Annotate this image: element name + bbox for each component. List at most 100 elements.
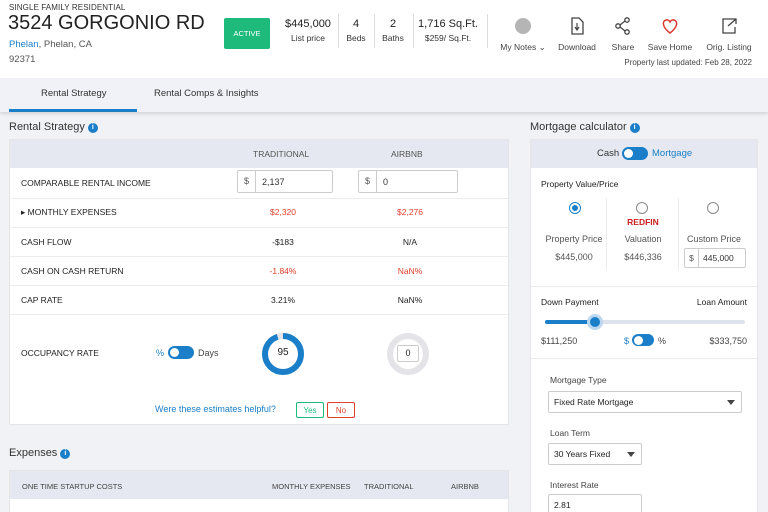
chevron-down-icon: ⌄ xyxy=(538,42,546,52)
airbnb-occupancy-input[interactable]: 0 xyxy=(397,345,419,362)
property-city: Phelan, Phelan, CA xyxy=(9,39,92,50)
my-notes-button[interactable]: My Notes ⌄ xyxy=(496,16,550,53)
valuation-radio[interactable] xyxy=(636,202,648,214)
notes-avatar-icon xyxy=(515,18,531,34)
info-icon[interactable]: i xyxy=(629,123,640,133)
last-updated: Property last updated: Feb 28, 2022 xyxy=(624,58,752,67)
traditional-cap: 3.21% xyxy=(270,295,296,305)
airbnb-cap: NaN% xyxy=(397,295,423,305)
property-price-radio[interactable] xyxy=(569,202,581,214)
airbnb-occupancy-ring xyxy=(387,333,429,375)
airbnb-cashflow: N/A xyxy=(402,237,418,247)
tab-rental-strategy[interactable]: Rental Strategy xyxy=(41,88,107,99)
mortgage-title: Mortgage calculator i xyxy=(530,121,640,133)
info-icon[interactable]: i xyxy=(60,449,71,459)
list-price-stat: $445,000 List price xyxy=(285,18,331,43)
divider xyxy=(374,14,375,48)
tab-rental-comps[interactable]: Rental Comps & Insights xyxy=(154,88,259,99)
divider xyxy=(487,14,488,48)
divider xyxy=(531,286,757,287)
download-icon xyxy=(571,17,584,35)
expenses-card: ONE TIME STARTUP COSTS MONTHLY EXPENSES … xyxy=(9,470,509,512)
mortgage-card: Cash Mortgage Property Value/Price Prope… xyxy=(530,139,758,512)
active-tab-indicator xyxy=(9,109,137,112)
cash-mortgage-toggle[interactable] xyxy=(622,147,648,160)
down-payment-track[interactable] xyxy=(545,314,745,330)
original-listing-button[interactable]: Orig. Listing xyxy=(700,16,758,52)
property-type: SINGLE FAMILY RESIDENTIAL xyxy=(9,3,126,12)
baths-stat: 2 Baths xyxy=(382,18,404,43)
airbnb-income-input[interactable]: $0 xyxy=(358,170,458,193)
info-icon[interactable]: i xyxy=(87,123,98,133)
share-icon xyxy=(615,17,630,35)
row-label-occupancy: OCCUPANCY RATE xyxy=(21,348,99,358)
status-badge: ACTIVE xyxy=(224,18,270,49)
row-label-coc: CASH ON CASH RETURN xyxy=(21,266,124,276)
rental-strategy-title: Rental Strategy i xyxy=(9,121,98,133)
rental-strategy-card: TRADITIONAL AIRBNB COMPARABLE RENTAL INC… xyxy=(9,139,509,425)
loan-term-label: Loan Term xyxy=(550,428,591,438)
divider xyxy=(10,314,508,315)
redfin-logo: REDFIN xyxy=(627,217,659,227)
divider xyxy=(531,358,757,359)
col-traditional: TRADITIONAL xyxy=(364,482,414,491)
dollar-label: $ xyxy=(624,336,630,346)
custom-price-label: Custom Price xyxy=(686,234,741,244)
property-zip: 92371 xyxy=(9,54,36,65)
helpful-no-button[interactable]: No xyxy=(327,402,355,418)
divider xyxy=(10,227,508,228)
monthly-expenses-toggle[interactable]: ▸ MONTHLY EXPENSES xyxy=(21,207,117,217)
occupancy-unit-toggle[interactable] xyxy=(168,346,194,359)
save-home-button[interactable]: Save Home xyxy=(646,16,694,52)
traditional-income-input[interactable]: $2,137 xyxy=(237,170,333,193)
loan-term-select[interactable]: 30 Years Fixed xyxy=(548,443,642,465)
traditional-cashflow: -$183 xyxy=(272,237,294,247)
traditional-coc: -1.84% xyxy=(269,266,297,276)
caret-right-icon: ▸ xyxy=(21,207,26,217)
row-label-income: COMPARABLE RENTAL INCOME xyxy=(21,178,151,188)
heart-icon xyxy=(662,19,678,34)
down-payment-unit-toggle[interactable] xyxy=(632,334,654,346)
airbnb-expenses: $2,276 xyxy=(397,207,423,217)
airbnb-coc: NaN% xyxy=(397,266,423,276)
loan-amount-value: $333,750 xyxy=(709,336,747,346)
custom-price-input[interactable]: $445,000 xyxy=(684,248,746,268)
expenses-header: ONE TIME STARTUP COSTS MONTHLY EXPENSES … xyxy=(10,471,508,499)
expenses-title: Expenses i xyxy=(9,447,71,459)
mortgage-mode-bar: Cash Mortgage xyxy=(531,140,757,168)
down-payment-label: Down Payment xyxy=(541,297,599,307)
mortgage-type-label: Mortgage Type xyxy=(550,375,607,385)
city-link[interactable]: Phelan xyxy=(9,39,39,50)
helpful-yes-button[interactable]: Yes xyxy=(296,402,324,418)
divider xyxy=(10,256,508,257)
col-airbnb: AIRBNB xyxy=(391,149,423,159)
custom-price-radio[interactable] xyxy=(707,202,719,214)
property-address: 3524 GORGONIO RD xyxy=(8,12,205,34)
divider xyxy=(606,198,607,270)
col-startup: ONE TIME STARTUP COSTS xyxy=(22,482,123,491)
mortgage-type-select[interactable]: Fixed Rate Mortgage xyxy=(548,391,742,413)
interest-rate-label: Interest Rate xyxy=(550,480,599,490)
percent-label: % xyxy=(156,348,165,358)
row-label-cap: CAP RATE xyxy=(21,295,63,305)
beds-stat: 4 Beds xyxy=(346,18,366,43)
percent-label: % xyxy=(658,336,667,346)
traditional-occupancy-ring xyxy=(262,333,304,375)
property-price-label: Property Price xyxy=(545,234,603,244)
rental-table-header: TRADITIONAL AIRBNB xyxy=(10,140,508,168)
download-button[interactable]: Download xyxy=(554,16,600,52)
loan-amount-label: Loan Amount xyxy=(696,297,747,307)
interest-rate-input[interactable]: 2.81 xyxy=(548,494,642,512)
share-button[interactable]: Share xyxy=(603,16,643,52)
days-label: Days xyxy=(198,348,219,358)
col-monthly: MONTHLY EXPENSES xyxy=(272,482,351,491)
down-payment-slider-handle[interactable] xyxy=(587,314,603,330)
property-value-label: Property Value/Price xyxy=(541,179,619,189)
cash-label: Cash xyxy=(597,148,620,159)
col-traditional: TRADITIONAL xyxy=(253,149,310,159)
divider xyxy=(338,14,339,48)
property-header: SINGLE FAMILY RESIDENTIAL 3524 GORGONIO … xyxy=(0,0,768,78)
sqft-stat: 1,716 Sq.Ft. $259/ Sq.Ft. xyxy=(418,18,478,43)
valuation-value: $446,336 xyxy=(624,252,662,262)
divider xyxy=(10,198,508,199)
